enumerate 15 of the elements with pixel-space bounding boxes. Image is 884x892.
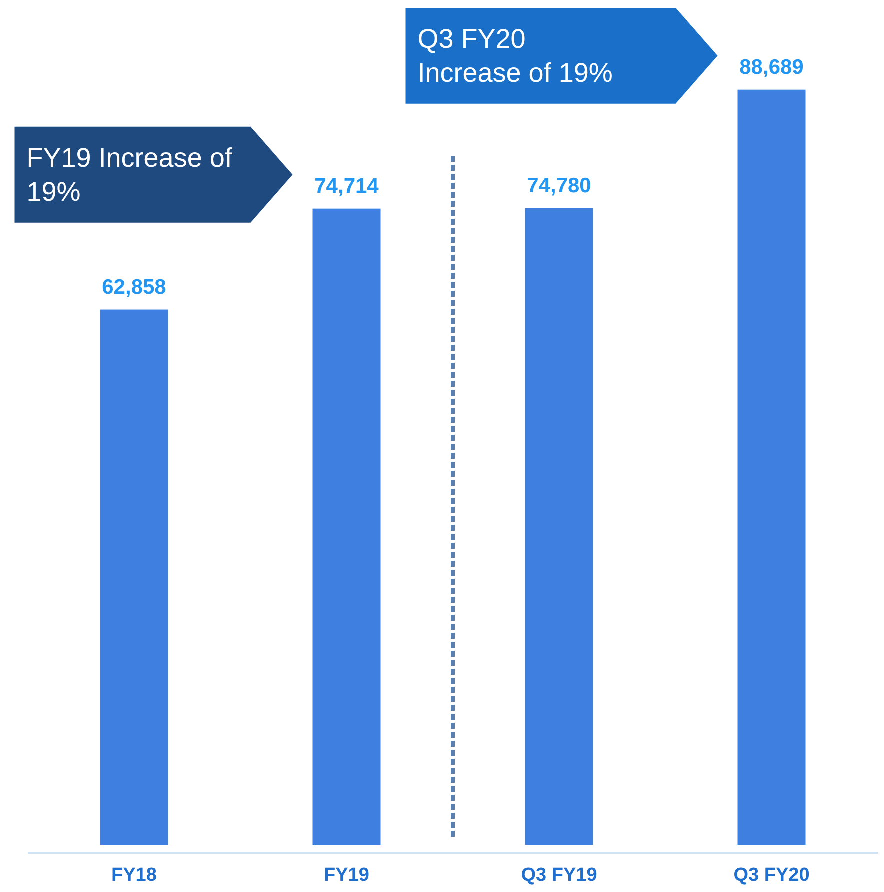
x-tick-label: Q3 FY20 <box>734 865 810 886</box>
data-label: 74,714 <box>314 174 380 198</box>
annotation: FY19 Increase of 19% <box>26 142 233 207</box>
bar <box>525 208 594 845</box>
x-tick-label: Q3 FY19 <box>521 865 598 886</box>
bar <box>100 310 168 845</box>
data-label: 74,780 <box>527 174 592 198</box>
bar <box>738 90 806 845</box>
x-tick-label: FY19 <box>324 865 370 886</box>
data-label: 88,689 <box>740 56 804 79</box>
x-tick-label: FY18 <box>112 865 157 886</box>
callout-arrow-box: FY19 Increase of 19% <box>14 126 293 223</box>
bar <box>312 208 381 845</box>
data-label: 62,858 <box>102 276 167 299</box>
callout-arrow-box: Q3 FY20 Increase of 19% <box>406 8 718 104</box>
